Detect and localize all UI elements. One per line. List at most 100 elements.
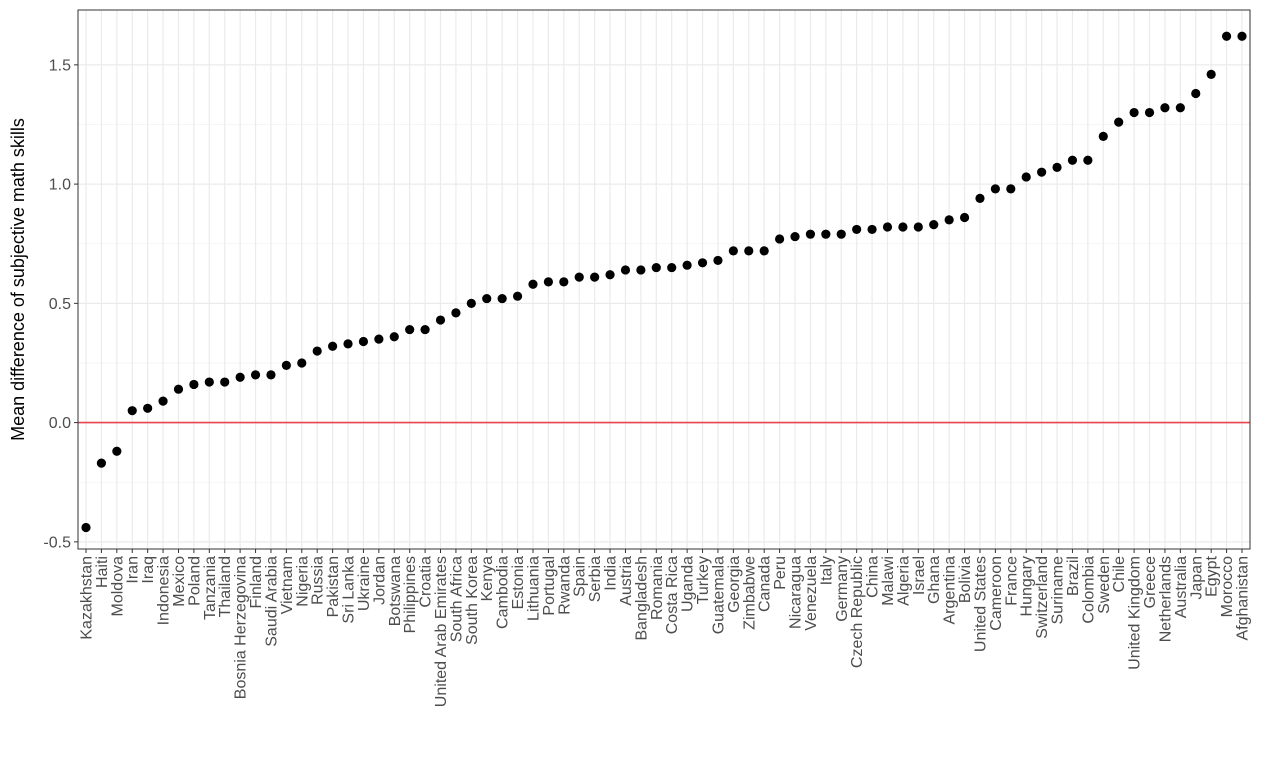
data-point-bolivia [959, 212, 970, 223]
x-tick-label: Bolivia [957, 556, 974, 603]
data-point-france [1006, 184, 1016, 194]
data-point-venezuela [805, 229, 816, 239]
x-tick-label: Chile [1111, 556, 1128, 593]
data-point-pakistan [328, 341, 338, 351]
x-tick-label: Serbia [587, 556, 604, 602]
x-tick-label: Iraq [140, 556, 157, 584]
x-tick-label: Australia [1173, 556, 1190, 618]
x-tick-label: Venezuela [803, 556, 820, 631]
y-tick-label: 0.0 [49, 415, 71, 432]
data-point-nigeria [297, 358, 307, 368]
data-point-finland [250, 370, 261, 380]
data-point-saudi-arabia [266, 370, 276, 380]
data-point-switzerland [1037, 167, 1047, 177]
data-point-croatia [420, 324, 430, 335]
data-point-iraq [143, 403, 153, 413]
x-tick-label: South Africa [448, 556, 465, 642]
x-tick-label: Tanzania [202, 556, 219, 620]
data-point-italy [821, 229, 831, 239]
x-tick-label: Croatia [418, 556, 435, 608]
data-point-jordan [374, 334, 384, 344]
data-point-afghanistan [1237, 31, 1247, 41]
x-tick-label: Zimbabwe [741, 556, 758, 630]
x-tick-label: Italy [818, 556, 835, 585]
x-tick-label: Bosnia Herzegovina [233, 556, 250, 699]
data-point-india [605, 270, 615, 280]
x-tick-label: Pakistan [325, 556, 342, 617]
x-tick-label: Argentina [942, 556, 959, 625]
x-tick-label: South Korea [464, 556, 481, 645]
data-point-cameroon [990, 184, 1000, 194]
x-tick-label: Morocco [1219, 556, 1236, 617]
data-point-czech-republic [852, 224, 862, 235]
data-point-georgia [728, 246, 738, 256]
x-tick-label: Georgia [726, 556, 743, 613]
x-tick-label: Hungary [1019, 556, 1036, 616]
x-tick-label: Estonia [510, 556, 527, 609]
data-point-ghana [929, 220, 939, 230]
data-point-nicaragua [790, 231, 800, 242]
x-tick-label: Uganda [680, 556, 697, 612]
data-point-greece [1144, 107, 1155, 118]
data-point-united-arab-emirates [435, 315, 446, 325]
data-point-bosnia-herzegovina [235, 372, 245, 382]
x-tick-label: United Arab Emirates [433, 556, 450, 707]
x-tick-label: Austria [618, 556, 635, 606]
x-tick-label: Colombia [1080, 556, 1097, 624]
data-point-botswana [389, 332, 399, 342]
x-tick-label: Guatemala [710, 556, 727, 634]
data-point-guatemala [713, 255, 723, 266]
data-point-rwanda [559, 277, 569, 287]
data-point-japan [1191, 88, 1201, 99]
x-tick-label: Peru [772, 556, 789, 590]
x-tick-label: Afghanistan [1235, 556, 1252, 641]
data-point-algeria [898, 222, 908, 232]
data-point-sri-lanka [343, 339, 353, 349]
y-tick-label: 0.5 [49, 296, 71, 313]
x-tick-label: Netherlands [1157, 556, 1174, 642]
panel-border [77, 9, 1251, 550]
data-point-indonesia [158, 396, 168, 406]
x-tick-label: Cameroon [988, 556, 1005, 631]
data-point-united-states [975, 193, 985, 204]
y-axis: -0.5 0.0 0.5 1.0 1.5 [43, 57, 78, 551]
data-point-colombia [1083, 155, 1093, 165]
data-point-kazakhstan [81, 522, 91, 533]
x-tick-label: Nigeria [294, 556, 311, 607]
data-point-suriname [1052, 162, 1062, 173]
x-tick-label: Botswana [387, 556, 404, 626]
x-tick-label: Brazil [1065, 556, 1082, 596]
x-tick-label: Spain [572, 556, 589, 597]
data-point-haiti [96, 458, 107, 468]
data-point-chile [1114, 117, 1124, 127]
data-points [81, 31, 1247, 533]
data-point-tanzania [204, 377, 214, 387]
x-tick-label: Haiti [94, 556, 111, 588]
data-point-bangladesh [636, 265, 646, 275]
data-point-romania [651, 262, 661, 273]
x-tick-label: Ukraine [356, 556, 373, 611]
x-tick-label: Rwanda [556, 556, 573, 615]
y-tick-label: 1.5 [49, 57, 71, 74]
x-axis: KazakhstanHaitiMoldovaIranIraqIndonesiaM… [79, 549, 1252, 707]
data-point-austria [620, 265, 631, 275]
x-tick-label: Sweden [1096, 556, 1113, 614]
data-point-mexico [173, 384, 184, 394]
y-tick-label: 1.0 [49, 177, 71, 194]
data-point-peru [775, 234, 785, 244]
data-point-philippines [405, 324, 415, 335]
x-tick-label: Israel [911, 556, 928, 595]
x-tick-label: Saudi Arabia [263, 556, 280, 647]
data-point-united-kingdom [1129, 107, 1139, 118]
x-tick-label: Bangladesh [633, 556, 650, 641]
x-tick-label: Costa Rica [664, 556, 681, 634]
x-tick-label: Turkey [695, 556, 712, 604]
x-tick-label: Lithuania [525, 556, 542, 621]
data-point-cambodia [497, 293, 507, 304]
x-tick-label: Japan [1188, 556, 1205, 600]
data-point-costa-rica [667, 262, 677, 273]
data-point-ukraine [358, 336, 369, 347]
x-tick-label: Ghana [926, 556, 943, 604]
data-point-poland [189, 379, 199, 390]
